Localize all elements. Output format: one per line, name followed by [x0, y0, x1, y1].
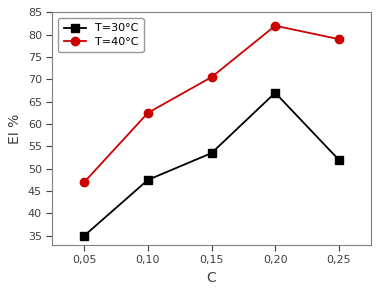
T=30°C [82, 234, 86, 238]
T=40°C [209, 75, 214, 79]
Legend: T=30°C, T=40°C: T=30°C, T=40°C [58, 18, 144, 52]
T=30°C [209, 151, 214, 155]
T=40°C [82, 180, 86, 184]
Line: T=40°C: T=40°C [80, 22, 343, 186]
T=30°C [146, 178, 150, 182]
Line: T=30°C: T=30°C [80, 88, 343, 240]
T=40°C [337, 38, 341, 41]
T=30°C [337, 158, 341, 161]
X-axis label: C: C [207, 271, 216, 285]
T=40°C [146, 111, 150, 115]
T=40°C [273, 24, 277, 28]
Y-axis label: EI %: EI % [8, 113, 22, 144]
T=30°C [273, 91, 277, 95]
